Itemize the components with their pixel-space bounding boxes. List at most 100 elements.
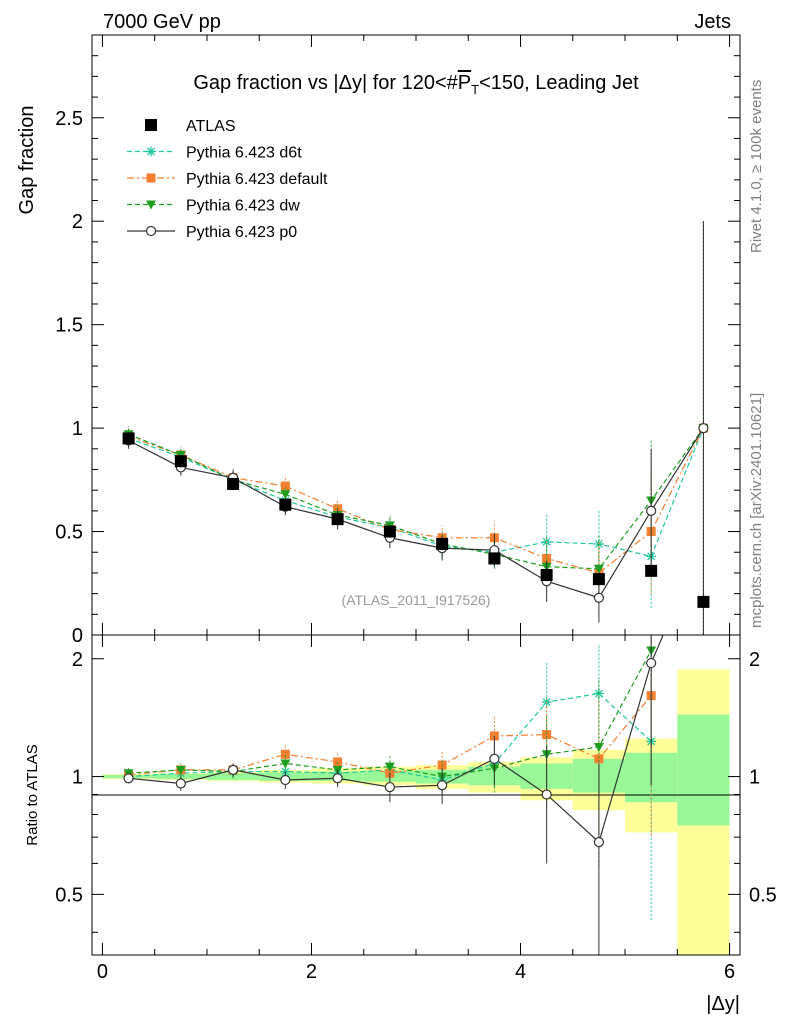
ratio-series-layer bbox=[123, 635, 664, 955]
ratio-line-p0 bbox=[128, 635, 664, 844]
main-y-tick-label: 2 bbox=[72, 211, 83, 233]
ratio-point-dw bbox=[175, 765, 186, 775]
data-point-p0 bbox=[698, 423, 709, 434]
axis-tick-labels: 0 2 4 600.511.522.50.5 0.51 12 2 bbox=[55, 108, 777, 983]
legend: ATLAS Pythia 6.423 d6t Pythia 6.423 defaul… bbox=[127, 118, 328, 241]
ratio-y-tick-label-right: 1 bbox=[749, 767, 760, 789]
series-line-d6t bbox=[128, 427, 704, 558]
ratio-y-tick-label-left: 1 bbox=[72, 767, 83, 789]
legend-label-ATLAS: ATLAS bbox=[186, 118, 236, 135]
ratio-point-default bbox=[333, 757, 343, 767]
series-p0 bbox=[123, 221, 709, 635]
data-point-ATLAS bbox=[227, 477, 240, 490]
data-point-p0 bbox=[646, 505, 657, 516]
ratio-y-tick-label-left: 2 bbox=[72, 649, 83, 671]
main-y-tick-label: 0.5 bbox=[55, 522, 83, 544]
legend-entry-dw: Pythia 6.423 dw bbox=[127, 198, 300, 215]
legend-entry-default: Pythia 6.423 default bbox=[127, 171, 328, 188]
main-y-tick-label: 1 bbox=[72, 418, 83, 440]
ratio-point-p0 bbox=[175, 778, 186, 789]
ratio-line-dw bbox=[128, 650, 652, 778]
ratio-point-p0 bbox=[489, 753, 500, 764]
chart-title-pt: P bbox=[458, 72, 471, 94]
ratio-point-p0 bbox=[123, 773, 134, 784]
legend-entry-p0: Pythia 6.423 p0 bbox=[127, 224, 297, 241]
legend-label-d6t: Pythia 6.423 d6t bbox=[186, 145, 302, 162]
ratio-y-tick-label-right: 0.5 bbox=[749, 884, 777, 906]
legend-marker-ATLAS bbox=[145, 119, 157, 131]
ratio-point-p0 bbox=[593, 837, 605, 848]
ratio-point-default bbox=[542, 730, 552, 740]
stat-uncertainty-band bbox=[677, 714, 730, 826]
legend-entry-ATLAS: ATLAS bbox=[145, 118, 236, 135]
ratio-point-dw bbox=[280, 759, 291, 769]
chart-title-pre: Gap fraction vs |Δy| for 120<# bbox=[193, 72, 458, 94]
series-ATLAS bbox=[122, 432, 710, 609]
chart-title: Gap fraction vs |Δy| for 120<#PT<150, Le… bbox=[193, 72, 639, 97]
ratio-point-p0 bbox=[541, 789, 552, 800]
legend-marker-d6t bbox=[146, 146, 156, 157]
main-series-layer bbox=[122, 221, 710, 635]
energy-label: 7000 GeV pp bbox=[103, 11, 221, 33]
ratio-point-dw bbox=[593, 743, 604, 752]
ratio-point-p0 bbox=[646, 657, 657, 669]
data-point-ATLAS bbox=[174, 455, 187, 468]
ratio-point-default bbox=[594, 754, 604, 764]
data-point-dw bbox=[593, 564, 604, 574]
series-line-dw bbox=[128, 427, 704, 570]
data-point-p0 bbox=[593, 592, 605, 603]
legend-marker-p0 bbox=[145, 225, 157, 237]
main-y-tick-label: 0 bbox=[72, 625, 83, 647]
process-label: Jets bbox=[694, 11, 731, 33]
ratio-series-p0 bbox=[123, 635, 664, 955]
legend-label-default: Pythia 6.423 default bbox=[186, 171, 328, 188]
ratio-point-p0 bbox=[437, 780, 448, 791]
data-point-ATLAS bbox=[436, 537, 449, 550]
chart-title-pt-subscript: T bbox=[471, 82, 479, 97]
ratio-line-d6t bbox=[128, 692, 652, 781]
series-default bbox=[124, 221, 708, 635]
main-y-tick-label: 1.5 bbox=[55, 315, 83, 337]
legend-marker-default bbox=[146, 173, 156, 183]
axis-ticks bbox=[92, 35, 740, 955]
data-point-ATLAS bbox=[122, 432, 135, 445]
ratio-series-dw bbox=[123, 635, 657, 867]
data-point-dw bbox=[280, 490, 291, 500]
ratio-y-tick-label-right: 2 bbox=[749, 649, 760, 671]
series-d6t bbox=[123, 221, 709, 635]
ratio-y-axis-title: Ratio to ATLAS bbox=[24, 744, 41, 845]
ratio-point-dw bbox=[384, 762, 395, 772]
uncertainty-bands bbox=[102, 669, 730, 955]
legend-label-dw: Pythia 6.423 dw bbox=[186, 198, 300, 215]
ratio-point-default bbox=[280, 749, 290, 759]
data-point-ATLAS bbox=[540, 569, 553, 581]
main-y-tick-label: 2.5 bbox=[55, 108, 83, 130]
data-point-ATLAS bbox=[697, 595, 710, 608]
data-point-ATLAS bbox=[488, 552, 501, 565]
x-tick-label: 4 bbox=[515, 961, 526, 983]
main-y-axis-title: Gap fraction bbox=[16, 106, 38, 215]
analysis-id-label: (ATLAS_2011_I917526) bbox=[342, 592, 491, 608]
legend-marker-dw bbox=[146, 200, 156, 210]
ratio-point-p0 bbox=[227, 764, 239, 775]
ratio-point-p0 bbox=[384, 781, 395, 793]
chart-title-post: <150, Leading Jet bbox=[479, 72, 639, 94]
series-line-p0 bbox=[128, 427, 704, 599]
mcplots-source-label: mcplots.cern.ch [arXiv:2401.10621] bbox=[748, 393, 765, 628]
ratio-point-p0 bbox=[280, 774, 291, 786]
data-point-ATLAS bbox=[592, 573, 605, 586]
data-point-ATLAS bbox=[279, 498, 292, 511]
data-point-ATLAS bbox=[383, 525, 396, 538]
x-tick-label: 0 bbox=[97, 961, 108, 983]
x-tick-label: 2 bbox=[306, 961, 317, 983]
data-point-ATLAS bbox=[331, 513, 344, 526]
data-point-ATLAS bbox=[645, 564, 658, 577]
series-dw bbox=[123, 221, 709, 635]
ratio-point-p0 bbox=[332, 773, 343, 784]
rivet-version-label: Rivet 4.1.0, ≥ 100k events bbox=[748, 80, 765, 253]
ratio-y-tick-label-left: 0.5 bbox=[55, 884, 83, 906]
ratio-series-default bbox=[124, 635, 656, 848]
x-tick-label: 6 bbox=[724, 961, 735, 983]
x-axis-title: |Δy| bbox=[706, 993, 740, 1015]
